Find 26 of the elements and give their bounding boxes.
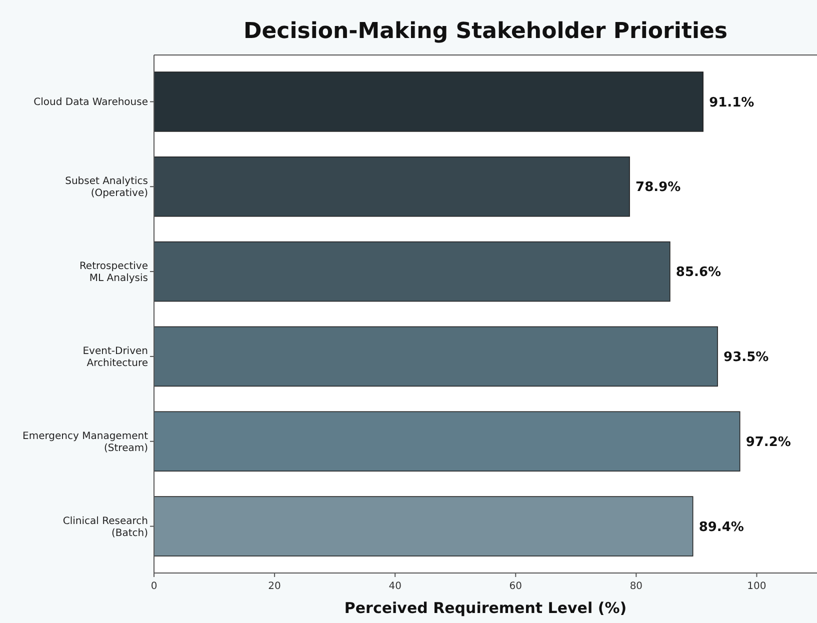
bar <box>154 496 694 556</box>
y-tick-label: Clinical Research (Batch) <box>62 516 148 539</box>
data-label: 91.1% <box>709 95 754 110</box>
y-tick-label: Subset Analytics (Operative) <box>65 176 148 200</box>
bar <box>154 72 704 132</box>
x-tick-label: 0 <box>150 581 158 592</box>
data-label: 93.5% <box>724 350 769 366</box>
data-label: 85.6% <box>676 265 722 280</box>
bar <box>154 411 740 472</box>
y-tick-label: Event-Driven Architecture <box>82 346 148 369</box>
x-tick-label: 100 <box>747 581 766 592</box>
chart-title: Decision-Making Stakeholder Priorities <box>243 19 728 44</box>
data-label: 89.4% <box>698 520 744 535</box>
bar <box>154 326 718 387</box>
x-tick-label: 40 <box>388 581 402 592</box>
x-tick-label: 80 <box>630 581 643 592</box>
y-tick-label: Cloud Data Warehouse <box>34 97 148 108</box>
data-label: 78.9% <box>636 180 681 196</box>
data-label: 97.2% <box>746 434 791 450</box>
bar <box>154 241 670 302</box>
x-tick-label: 60 <box>509 581 522 592</box>
y-tick-label: Emergency Management (Stream) <box>22 430 148 454</box>
x-axis-title: Perceived Requirement Level (%) <box>344 599 627 617</box>
y-tick-label: Retrospective ML Analysis <box>79 261 148 284</box>
bar <box>154 156 630 217</box>
x-tick-label: 20 <box>268 581 281 592</box>
